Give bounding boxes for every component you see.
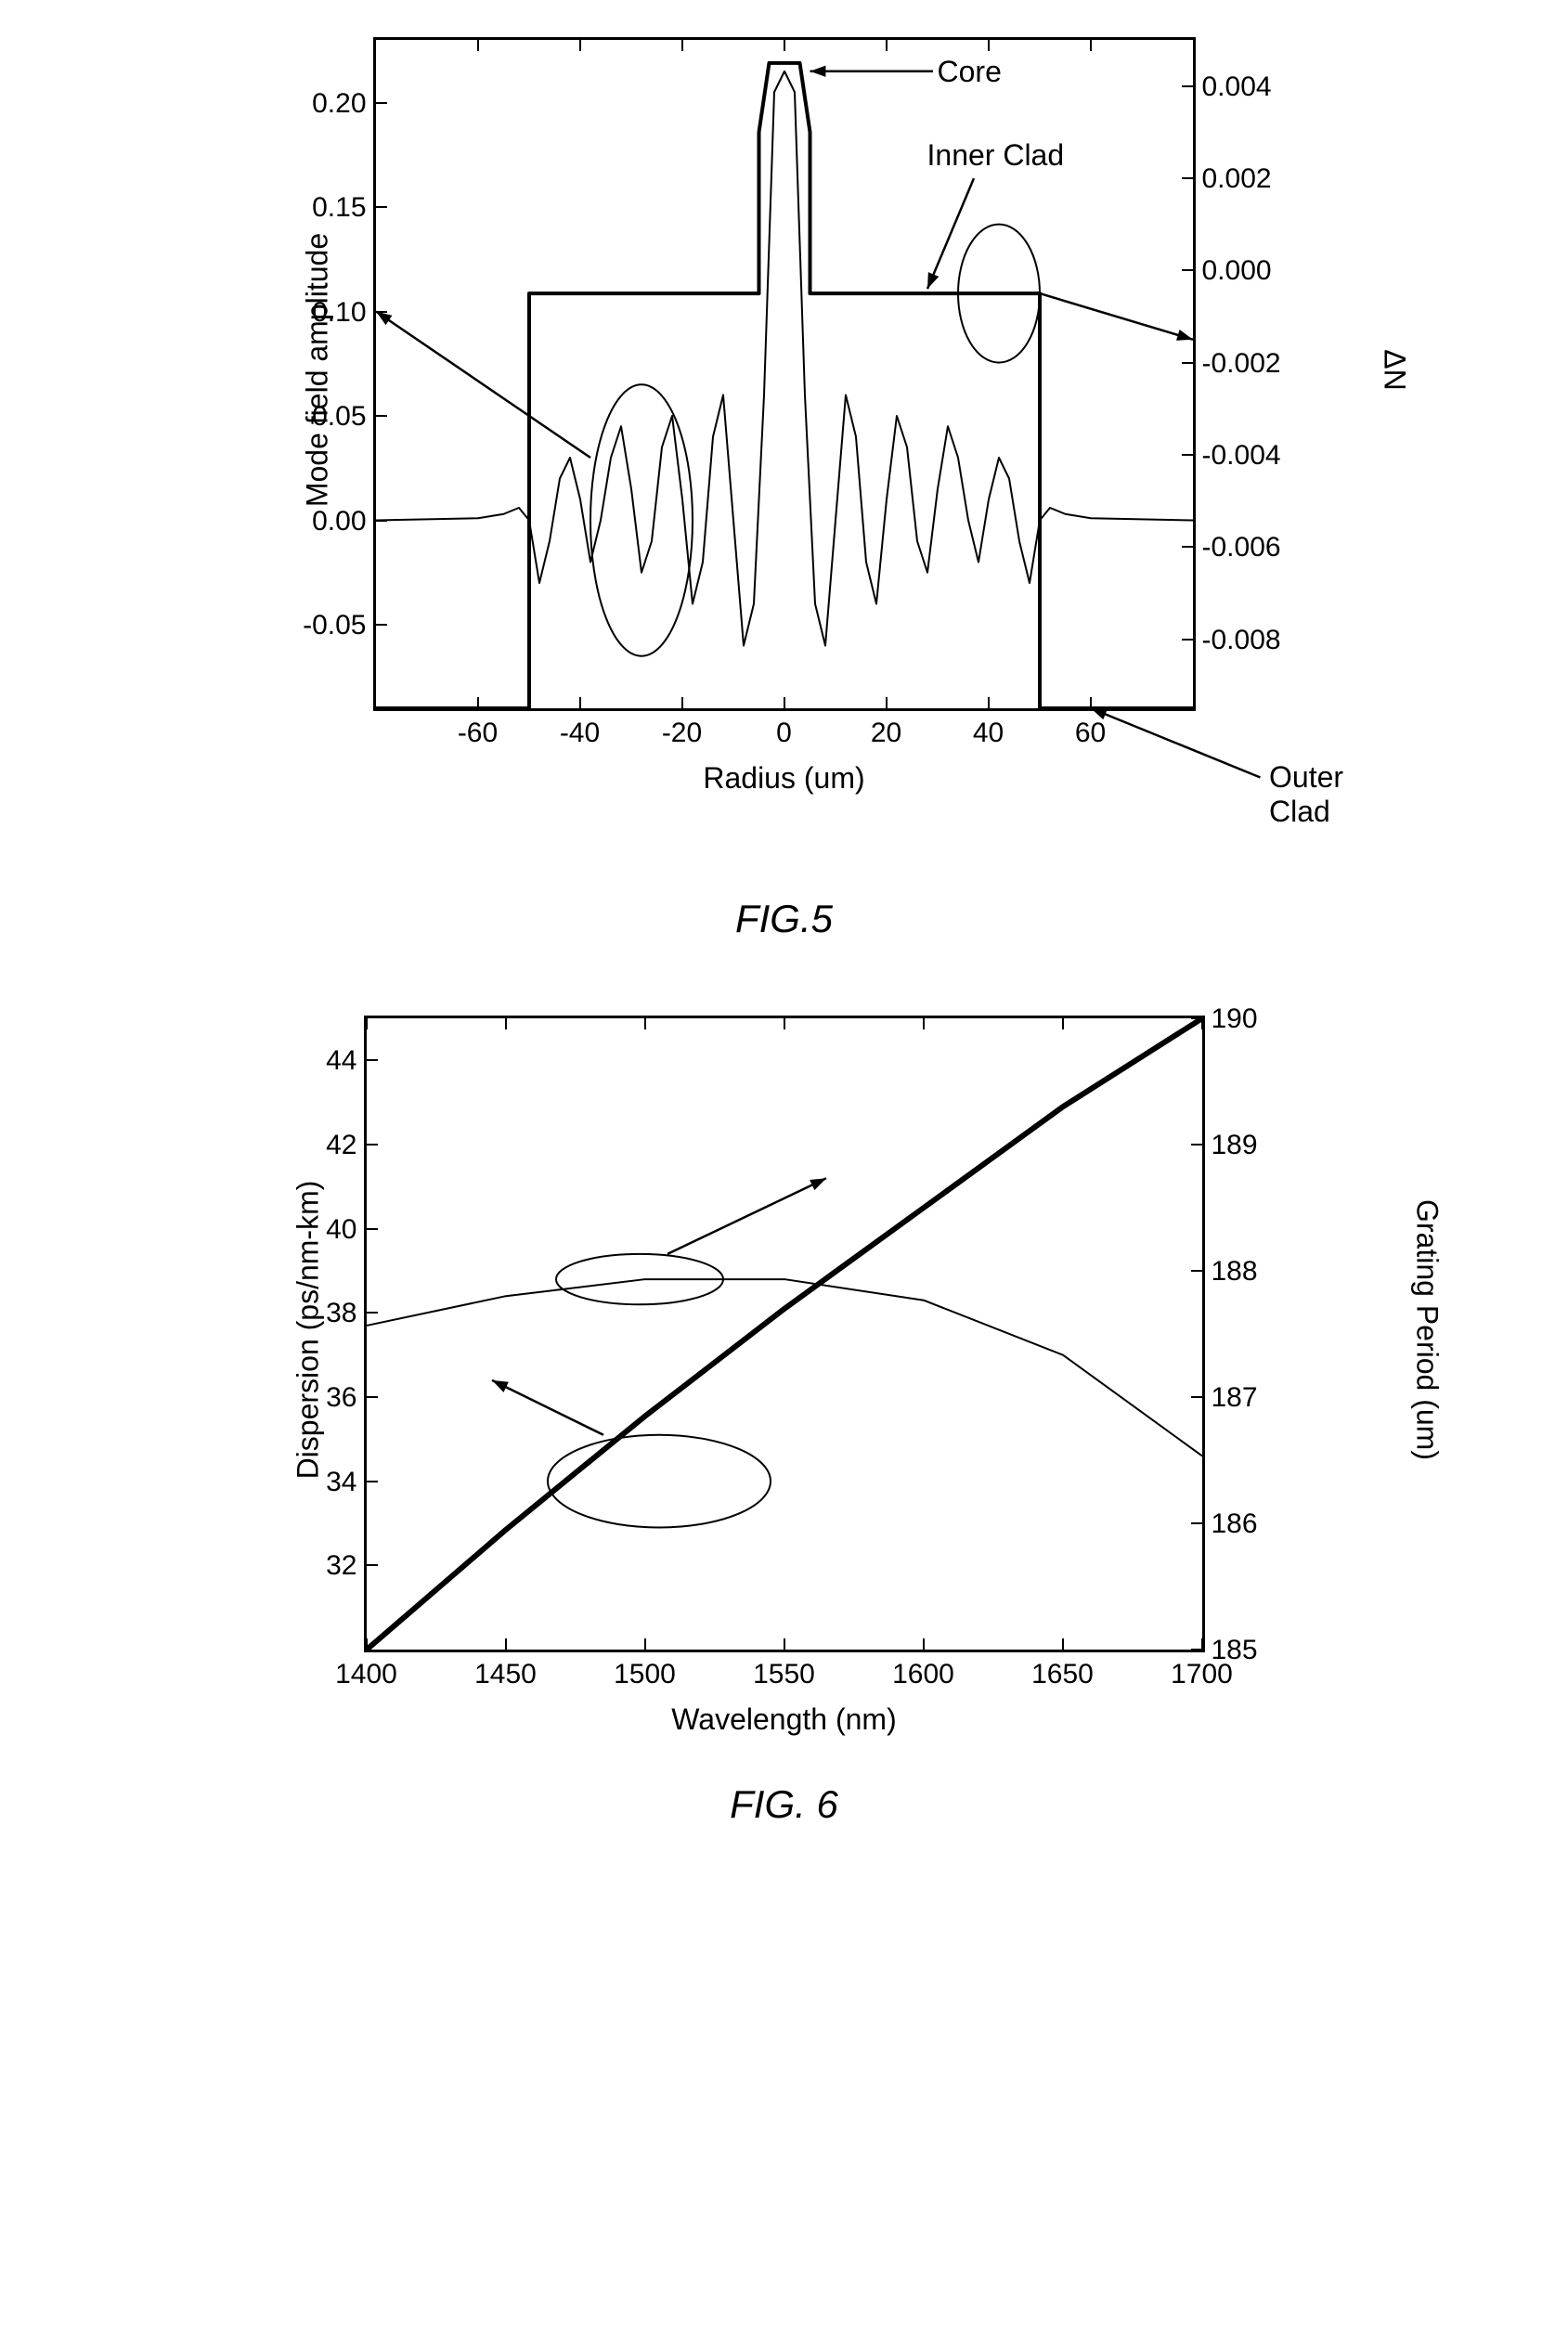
figure-6-plot: 1400145015001550160016501700323436384042… — [364, 1016, 1205, 1652]
figure-6-ylabel-right: Grating Period (um) — [1409, 1154, 1444, 1507]
figure-5-plot: -60-40-200204060-0.050.000.050.100.150.2… — [373, 37, 1196, 711]
figure-5-caption: FIG.5 — [735, 897, 833, 941]
figure-5-xlabel: Radius (um) — [376, 761, 1193, 796]
figure-6-svg — [367, 1018, 1202, 1650]
figure-5-svg — [376, 40, 1193, 708]
figure-5-ylabel-left: Mode field amplitude — [300, 222, 334, 519]
figure-6-ylabel-left: Dispersion (ps/nm-km) — [291, 1154, 325, 1507]
figure-5: -60-40-200204060-0.050.000.050.100.150.2… — [373, 37, 1196, 941]
figure-6-caption: FIG. 6 — [730, 1782, 838, 1827]
figure-6-xlabel: Wavelength (nm) — [367, 1702, 1202, 1737]
figure-5-ylabel-right: ΔN — [1377, 333, 1411, 408]
figure-6: 1400145015001550160016501700323436384042… — [364, 1016, 1205, 1827]
